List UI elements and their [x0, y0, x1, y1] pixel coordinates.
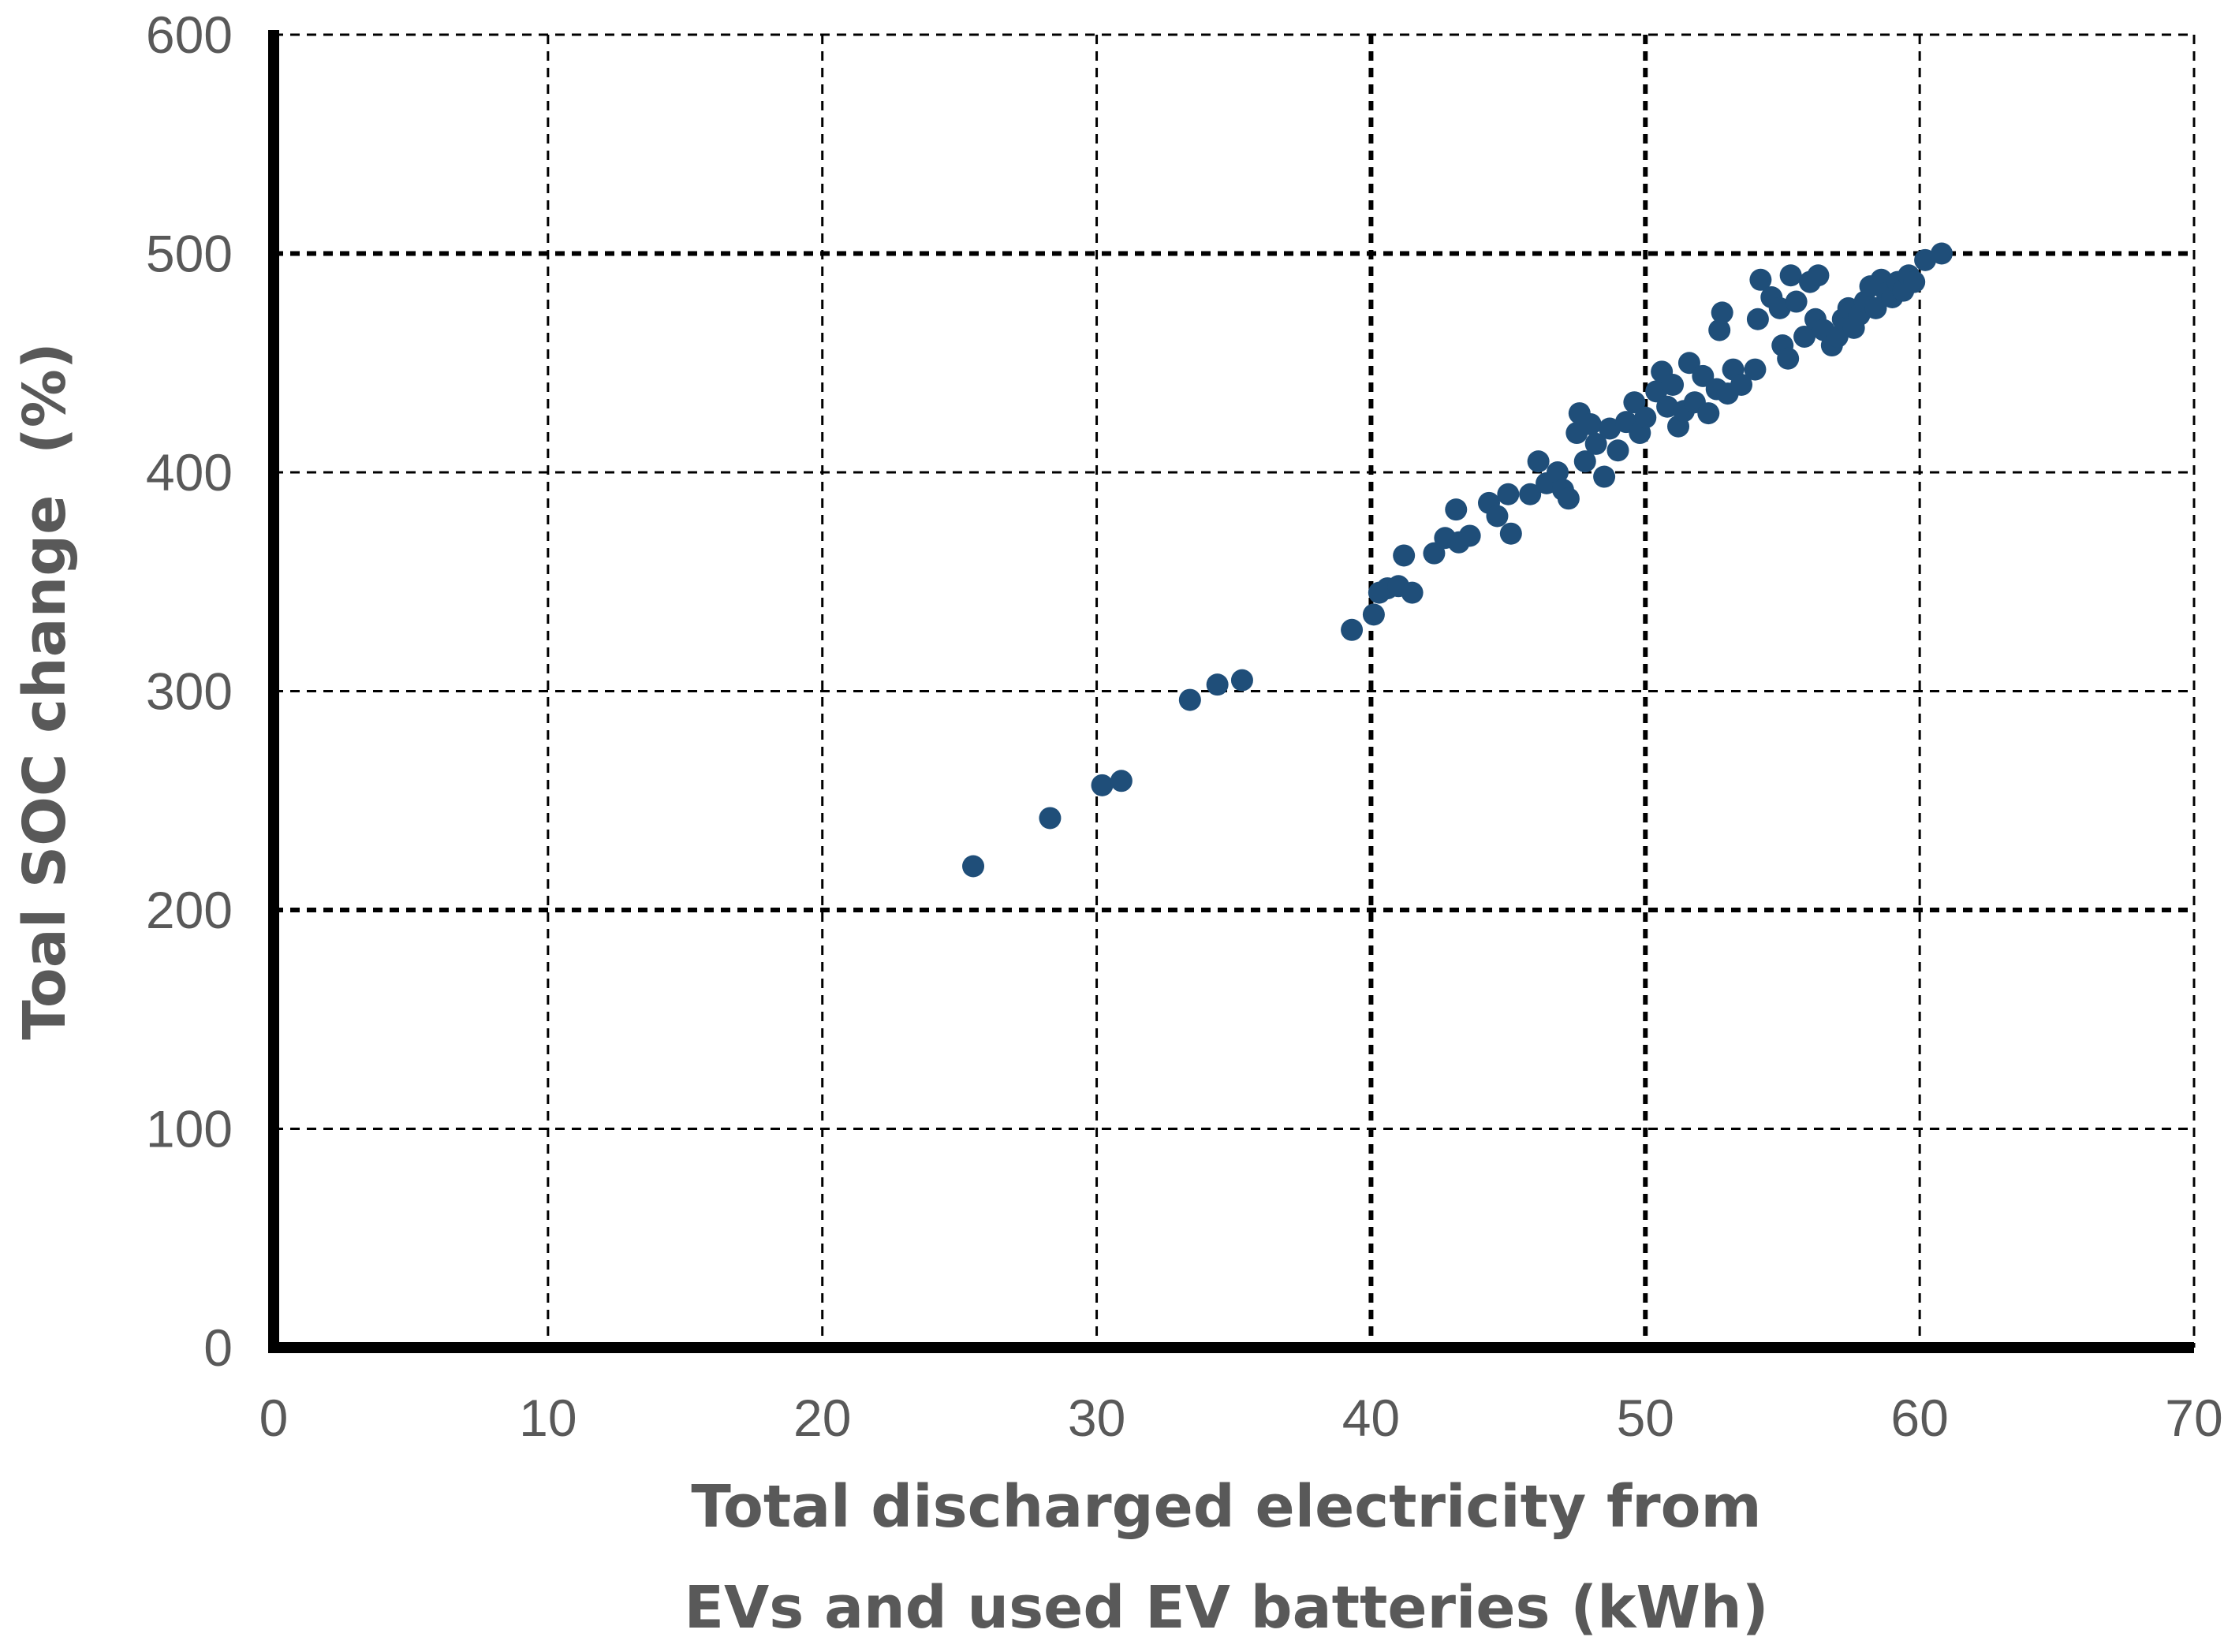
data-point	[1785, 290, 1808, 313]
data-point	[1423, 542, 1446, 565]
data-point	[1393, 544, 1416, 567]
data-point	[1930, 242, 1953, 265]
data-point	[1606, 439, 1629, 462]
x-tick-label: 30	[1068, 1389, 1125, 1447]
data-point	[1584, 432, 1607, 455]
data-point	[1091, 774, 1114, 796]
data-point	[1593, 465, 1616, 488]
data-point	[1779, 264, 1802, 287]
data-point	[1486, 505, 1509, 528]
data-point	[1749, 268, 1772, 291]
y-tick-label: 500	[146, 225, 233, 283]
x-axis-title-line-2: EVs and used EV batteries (kWh)	[684, 1574, 1768, 1642]
x-tick-label: 40	[1342, 1389, 1400, 1447]
data-point	[1903, 270, 1926, 293]
x-tick-label: 10	[519, 1389, 577, 1447]
data-point	[1546, 461, 1569, 483]
data-point	[1519, 483, 1542, 505]
data-point	[1527, 450, 1550, 473]
data-point	[1401, 581, 1424, 604]
y-tick-label: 0	[203, 1318, 233, 1377]
data-point	[1777, 347, 1800, 370]
data-point	[1039, 807, 1062, 830]
data-point	[1579, 412, 1602, 435]
data-point	[1864, 296, 1887, 319]
data-point	[1807, 264, 1830, 287]
y-tick-label: 200	[146, 881, 233, 939]
data-point	[1230, 669, 1253, 692]
data-point	[1692, 364, 1715, 387]
y-tick-label: 400	[146, 443, 233, 502]
data-point	[1110, 770, 1133, 792]
x-tick-label: 60	[1890, 1389, 1948, 1447]
data-point	[1826, 325, 1849, 348]
data-point	[1708, 319, 1731, 341]
data-point	[1499, 522, 1522, 545]
data-point	[1573, 450, 1596, 473]
data-point	[1497, 483, 1520, 505]
x-tick-labels: 0 10 20 30 40 50 60 70	[259, 1389, 2223, 1447]
y-tick-label: 600	[146, 6, 233, 64]
data-point	[1362, 603, 1385, 626]
x-tick-label: 70	[2165, 1389, 2222, 1447]
x-tick-label: 50	[1617, 1389, 1674, 1447]
data-point	[1178, 688, 1201, 711]
y-axis-title: Toal SOC change (%)	[11, 342, 79, 1039]
data-point	[1634, 406, 1657, 429]
y-tick-label: 100	[146, 1100, 233, 1158]
data-point	[1697, 402, 1720, 425]
axes	[268, 30, 2194, 1353]
data-point	[962, 855, 985, 878]
data-point	[1744, 358, 1767, 381]
data-point	[1458, 524, 1481, 547]
data-point	[1711, 301, 1733, 324]
y-tick-labels: 0 100 200 300 400 500 600	[146, 6, 233, 1377]
gridlines	[274, 33, 2196, 1348]
x-axis-title-line-1: Total discharged electricity from	[691, 1473, 1761, 1541]
x-tick-label: 0	[259, 1389, 289, 1447]
data-point	[1677, 352, 1700, 375]
y-tick-label: 300	[146, 662, 233, 721]
data-point	[1557, 487, 1580, 510]
data-point	[1206, 673, 1229, 696]
x-tick-label: 20	[793, 1389, 851, 1447]
data-point	[1445, 498, 1468, 521]
data-point	[1623, 391, 1646, 414]
data-point	[1746, 308, 1769, 330]
data-points	[962, 242, 1953, 878]
data-point	[1341, 618, 1364, 641]
data-point	[1662, 374, 1685, 396]
data-point	[1730, 374, 1753, 396]
data-point	[1793, 325, 1816, 348]
